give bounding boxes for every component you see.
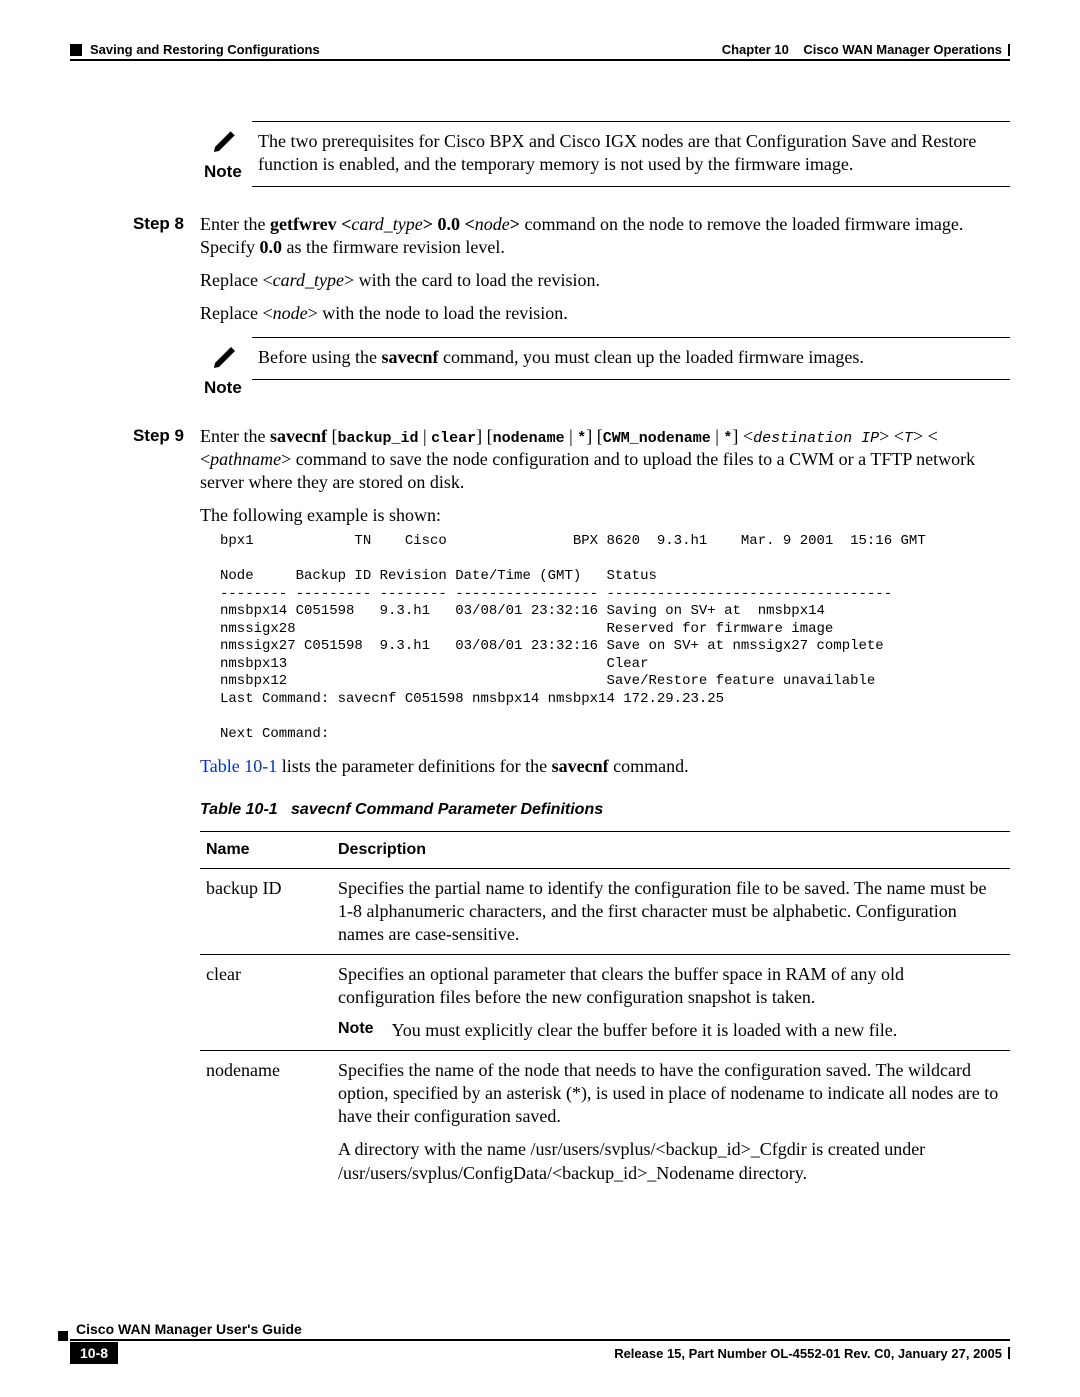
cell-desc: Specifies the name of the node that need… [332, 1051, 1010, 1193]
header-section: Saving and Restoring Configurations [90, 42, 320, 57]
step-label: Step 8 [70, 213, 200, 235]
col-description: Description [332, 831, 1010, 868]
page: Saving and Restoring Configurations Chap… [0, 0, 1080, 1397]
note-block: Note The two prerequisites for Cisco BPX… [200, 121, 1010, 187]
header-chapter-label: Chapter 10 [722, 42, 789, 57]
step-9: Step 9 Enter the savecnf [backup_id | cl… [70, 425, 1010, 1193]
cell-name: clear [200, 955, 332, 1051]
table-caption: Table 10-1 savecnf Command Parameter Def… [200, 800, 1010, 820]
note-label: Note [200, 161, 252, 183]
terminal-output: bpx1 TN Cisco BPX 8620 9.3.h1 Mar. 9 200… [220, 533, 1010, 743]
header-rule [70, 59, 1010, 61]
note-text: Before using the savecnf command, you mu… [252, 337, 1010, 380]
header-tick-icon [1008, 44, 1010, 56]
footer-release: Release 15, Part Number OL-4552-01 Rev. … [614, 1346, 1002, 1361]
note-label: Note [200, 377, 252, 399]
table-reference: Table 10-1 lists the parameter definitio… [200, 755, 1010, 778]
pencil-icon [211, 125, 241, 155]
note-label: Note [338, 1019, 374, 1042]
inline-note: Note You must explicitly clear the buffe… [338, 1019, 1004, 1042]
param-table: Name Description backup ID Specifies the… [200, 831, 1010, 1193]
running-footer: Cisco WAN Manager User's Guide 10-8 Rele… [70, 1321, 1010, 1361]
table-ref-link[interactable]: Table 10-1 [200, 756, 277, 776]
footer-guide-title: Cisco WAN Manager User's Guide [70, 1321, 1010, 1341]
header-square-icon [70, 44, 82, 56]
step8-para2: Replace <card_type> with the card to loa… [200, 269, 1010, 292]
header-chapter-title: Cisco WAN Manager Operations [803, 42, 1002, 57]
col-name: Name [200, 831, 332, 868]
cell-desc: Specifies the partial name to identify t… [332, 869, 1010, 955]
table-row: nodename Specifies the name of the node … [200, 1051, 1010, 1193]
step8-para1: Enter the getfwrev <card_type> 0.0 <node… [200, 213, 1010, 259]
cell-desc: Specifies an optional parameter that cle… [332, 955, 1010, 1051]
note-block: Note Before using the savecnf command, y… [200, 337, 1010, 399]
step9-example-intro: The following example is shown: [200, 504, 1010, 527]
cell-name: backup ID [200, 869, 332, 955]
table-row: clear Specifies an optional parameter th… [200, 955, 1010, 1051]
note-text: You must explicitly clear the buffer bef… [392, 1019, 898, 1042]
note-text: The two prerequisites for Cisco BPX and … [252, 121, 1010, 187]
running-header: Saving and Restoring Configurations Chap… [70, 35, 1010, 61]
page-number-badge: 10-8 [70, 1342, 118, 1364]
footer-tick-icon [1008, 1347, 1010, 1359]
table-row: backup ID Specifies the partial name to … [200, 869, 1010, 955]
pencil-icon [211, 341, 241, 371]
cell-name: nodename [200, 1051, 332, 1193]
step-8: Step 8 Enter the getfwrev <card_type> 0.… [70, 213, 1010, 399]
step-label: Step 9 [70, 425, 200, 447]
step8-para3: Replace <node> with the node to load the… [200, 302, 1010, 325]
step9-command: Enter the savecnf [backup_id | clear] [n… [200, 425, 1010, 494]
